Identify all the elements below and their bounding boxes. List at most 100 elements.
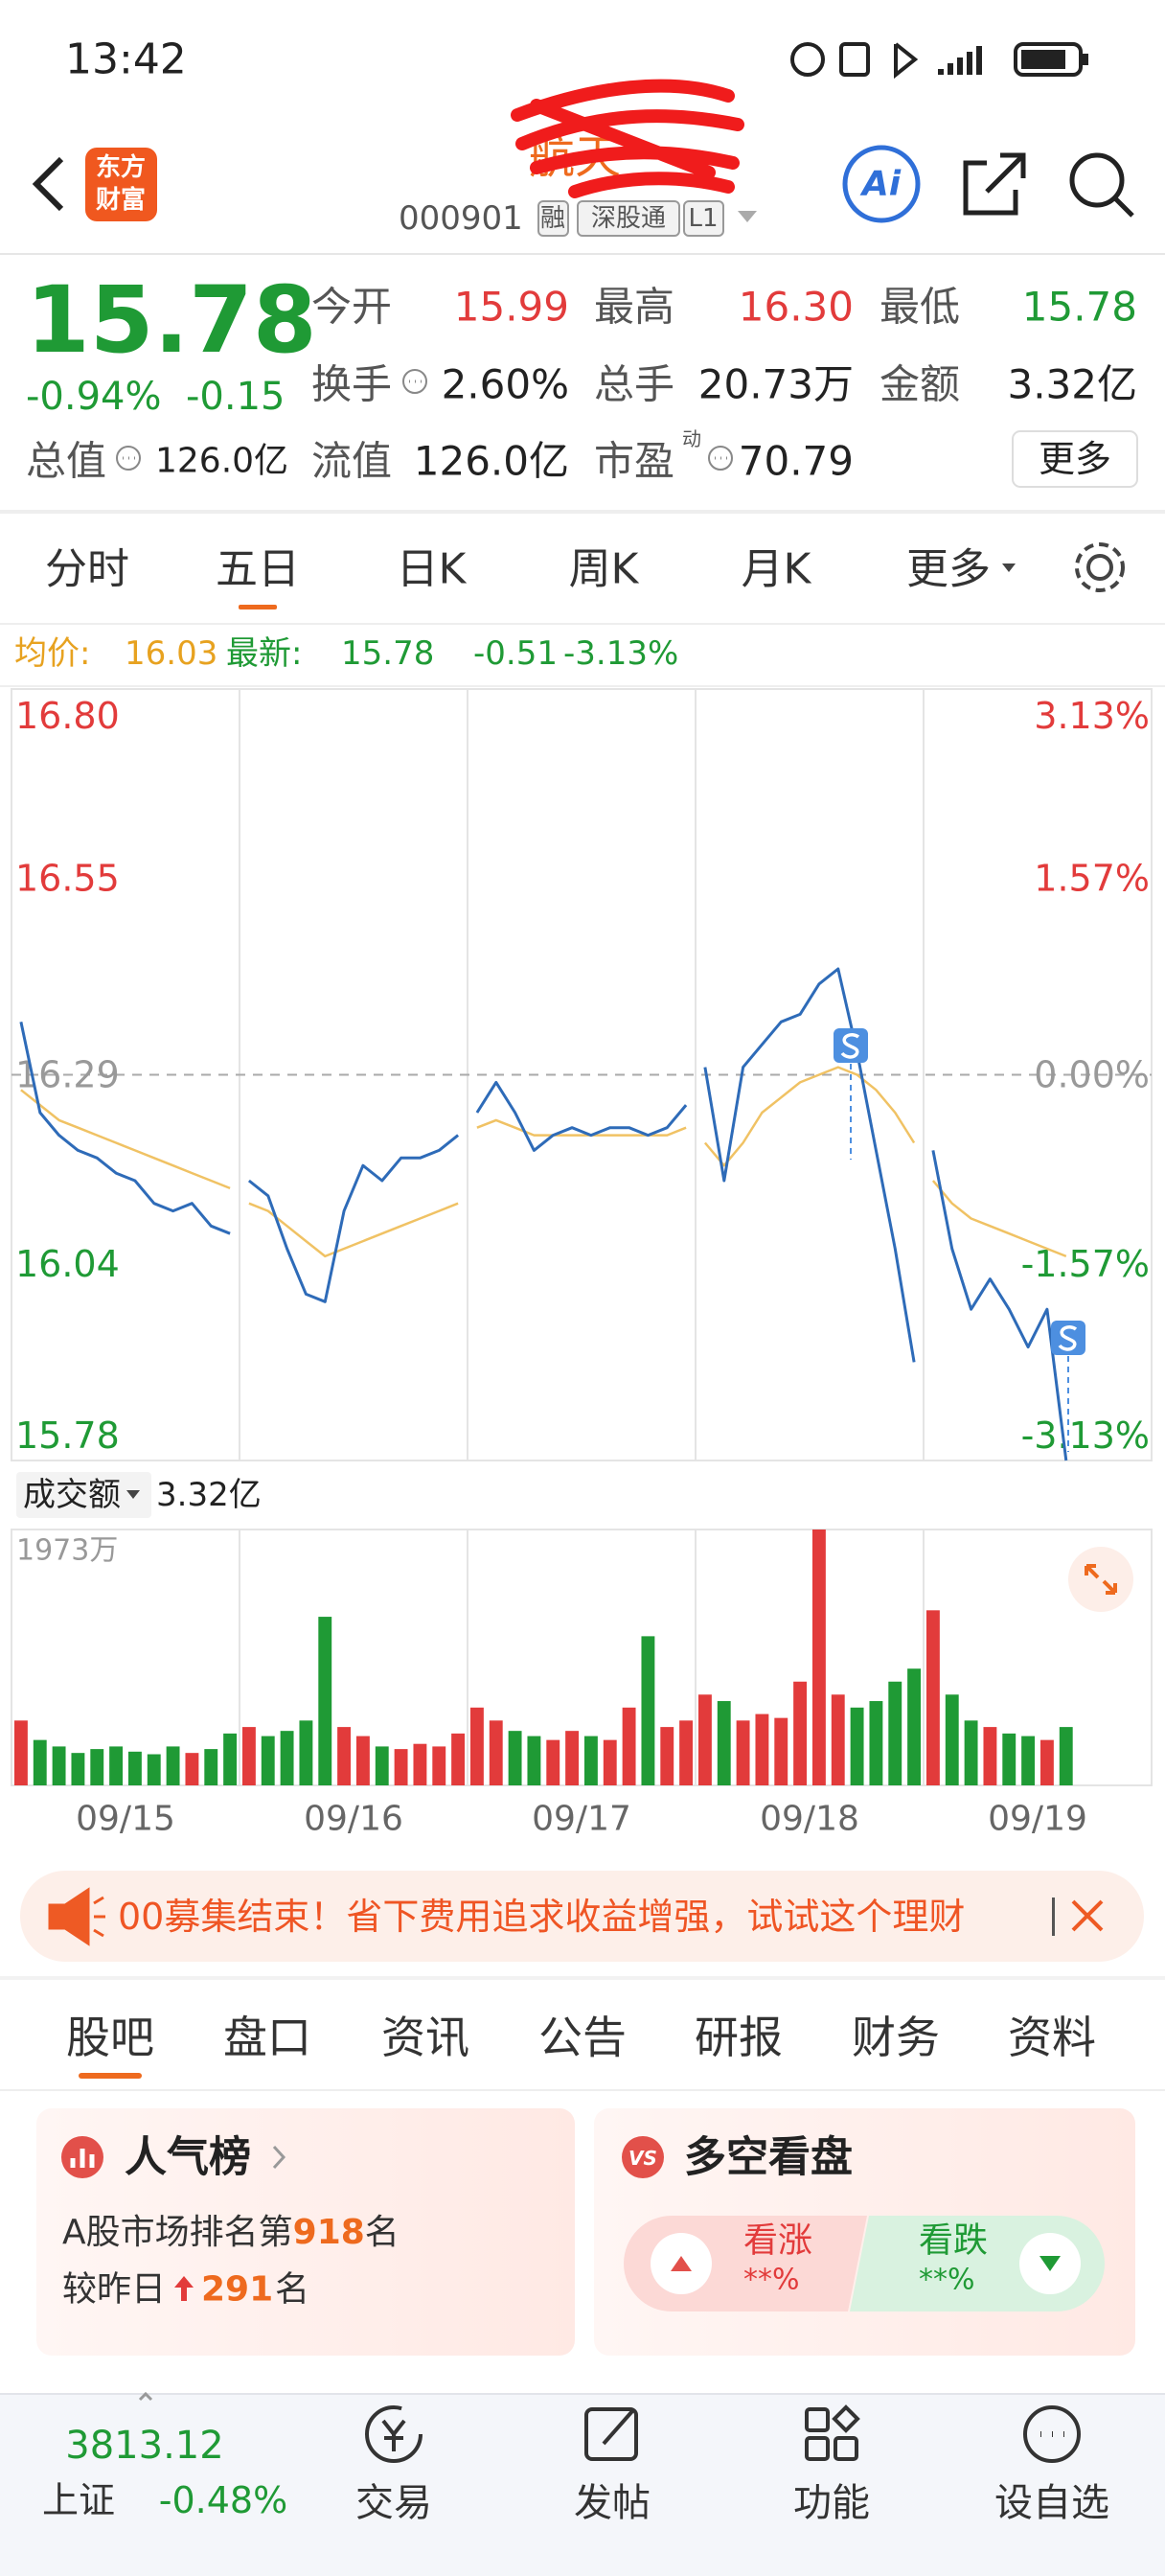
average-line	[20, 1089, 231, 1190]
volume-bar	[888, 1681, 902, 1785]
x-tick-label: 09/18	[760, 1800, 859, 1839]
field-label: 总值	[26, 438, 106, 485]
section-tab[interactable]: 资料	[1008, 2012, 1096, 2063]
volume-bar	[280, 1731, 294, 1785]
section-tab[interactable]: 盘口	[223, 2012, 311, 2063]
latest-change: -0.51	[473, 634, 558, 673]
volume-bar	[337, 1727, 352, 1785]
field-label: 最高	[594, 284, 674, 331]
index-value: 3813.12	[65, 2424, 223, 2468]
nav-item[interactable]: 设自选	[994, 2481, 1109, 2525]
price-line	[19, 1021, 231, 1235]
divider	[0, 2089, 1165, 2091]
average-line	[703, 1066, 916, 1167]
settings-button[interactable]	[1075, 542, 1125, 592]
change: -0.15	[186, 375, 286, 419]
divider	[0, 685, 1165, 687]
more-button[interactable]	[1012, 430, 1138, 488]
back-button[interactable]	[32, 156, 64, 212]
volume-bar	[413, 1743, 427, 1785]
y-tick-label: 15.78	[15, 1414, 120, 1457]
chart-tab[interactable]: 日K	[397, 545, 468, 594]
nav-item[interactable]: 交易	[355, 2481, 432, 2525]
bull-label: 看涨	[743, 2221, 812, 2261]
volume-bar	[71, 1753, 85, 1785]
y-tick-label: 16.55	[15, 857, 120, 899]
section-tab[interactable]: 资讯	[381, 2012, 469, 2063]
popularity-card[interactable]	[36, 2108, 575, 2356]
field-label: 流值	[311, 438, 392, 485]
tab-underline	[79, 2073, 142, 2079]
close-button[interactable]	[1071, 1899, 1104, 1932]
ai-text: Ai	[859, 165, 902, 204]
index-name: 上证	[42, 2479, 115, 2521]
info-icon[interactable]	[402, 369, 427, 394]
ai-button[interactable]	[842, 145, 921, 223]
y-tick-label: 16.04	[15, 1243, 120, 1285]
nav-item[interactable]: 发帖	[574, 2481, 651, 2525]
field-sup: 动	[682, 427, 701, 450]
volume-bar	[736, 1720, 750, 1785]
field-label: 最低	[879, 284, 960, 331]
field-label: 市盈	[594, 438, 674, 485]
logo[interactable]	[85, 148, 157, 221]
info-icon[interactable]	[116, 446, 141, 471]
field-label: 总手	[594, 361, 674, 408]
volume-bar	[869, 1701, 883, 1785]
volume-label: 成交额	[23, 1476, 121, 1514]
volume-bar	[603, 1739, 617, 1785]
y-tick-label: 16.80	[15, 695, 120, 737]
nav-item[interactable]: 功能	[793, 2481, 870, 2525]
chart-tab-active[interactable]: 五日	[216, 545, 300, 594]
chart-tab[interactable]: 月K	[742, 545, 812, 594]
nav-icons	[365, 2404, 1081, 2463]
chart-tab[interactable]: 周K	[569, 545, 640, 594]
latest-value: 15.78	[341, 634, 434, 673]
chart-tab[interactable]: 分时	[45, 545, 129, 594]
volume-bar	[527, 1736, 541, 1785]
card-title: 多空看盘	[684, 2133, 853, 2182]
field-value: 70.79	[739, 438, 854, 485]
banner[interactable]	[20, 1871, 1144, 1962]
volume-bar	[1002, 1733, 1017, 1785]
bull-value: **%	[743, 2264, 800, 2297]
section-tab[interactable]: 财务	[852, 2012, 940, 2063]
logo-text: 东方	[96, 152, 146, 182]
bear-arrow	[1039, 2256, 1061, 2271]
volume-bar	[318, 1617, 332, 1785]
rank: 918	[293, 2213, 365, 2252]
separator	[1052, 1898, 1055, 1936]
up-arrow	[174, 2276, 194, 2301]
bottom-bar	[0, 2393, 1165, 2576]
expand-button[interactable]	[1068, 1547, 1133, 1612]
divider	[0, 510, 1165, 514]
volume-selector[interactable]	[16, 1472, 151, 1518]
section-tab-active[interactable]: 股吧	[66, 2012, 154, 2063]
info-icon[interactable]	[708, 446, 733, 471]
volume-bar	[679, 1720, 694, 1785]
volume-frame	[11, 1529, 1153, 1786]
volume-total: 3.32亿	[156, 1476, 262, 1514]
volume-bar	[469, 1707, 484, 1785]
field-label: 金额	[879, 361, 960, 408]
status-icons	[790, 42, 1088, 80]
section-tab[interactable]: 研报	[695, 2012, 783, 2063]
chart-tab[interactable]: 更多	[906, 545, 991, 594]
price-line	[931, 1150, 1068, 1461]
section-tab[interactable]: 公告	[538, 2012, 627, 2063]
stock-code: 000901	[399, 199, 523, 238]
average-line	[248, 1202, 459, 1258]
tag: 融	[540, 204, 565, 233]
field-value: 15.78	[1022, 284, 1137, 331]
volume-bar	[127, 1751, 142, 1785]
search-button[interactable]	[1069, 152, 1134, 218]
volume-bar	[204, 1749, 218, 1785]
volume-bar	[546, 1739, 560, 1785]
redaction	[511, 79, 744, 198]
expand-arrow[interactable]	[138, 2391, 153, 2402]
share-button[interactable]	[963, 152, 1026, 216]
vs-icon	[622, 2136, 664, 2178]
dropdown-arrow[interactable]	[738, 211, 757, 222]
volume-bar	[583, 1736, 598, 1785]
volume-bar	[241, 1727, 256, 1785]
